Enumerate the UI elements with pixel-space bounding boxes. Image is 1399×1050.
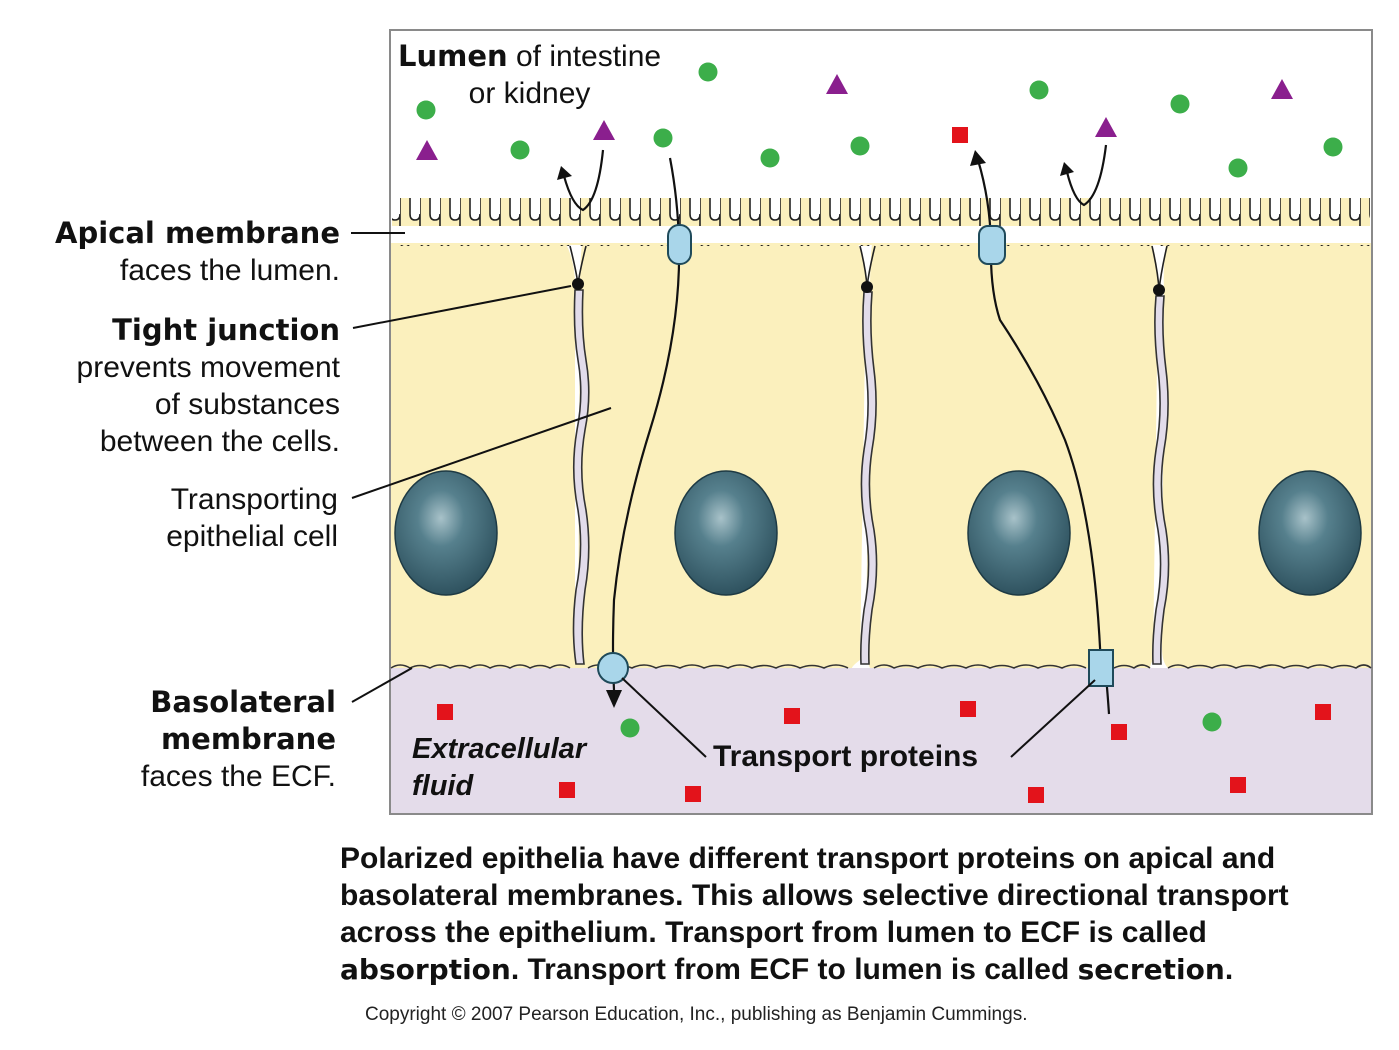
tight-junctions <box>572 278 1165 296</box>
red-molecule <box>1028 787 1044 803</box>
apical-membrane-desc: faces the lumen. <box>119 254 340 287</box>
caption-part2: . Transport from ECF to lumen is called <box>510 953 1078 986</box>
epithelial-cell-3 <box>866 244 1158 668</box>
apical-membrane-title: Apical membrane <box>55 216 340 250</box>
apical-membrane-label: Apical membrane faces the lumen. <box>55 215 340 289</box>
green-molecule <box>698 62 718 82</box>
caption-secretion: secretion <box>1077 953 1225 986</box>
caption-part3: . <box>1224 953 1234 986</box>
apical-transport-protein <box>978 225 1006 265</box>
green-molecule <box>1228 158 1248 178</box>
apical-transport-protein <box>667 224 692 265</box>
basolateral-title-2: membrane <box>160 722 336 756</box>
lumen-title-line2: or kidney <box>468 77 591 110</box>
purple-molecule <box>1271 79 1293 99</box>
purple-molecule <box>416 140 438 160</box>
green-molecule <box>850 136 870 156</box>
transporting-cell-line2: epithelial cell <box>166 520 338 553</box>
secretion-arrowhead <box>970 150 986 166</box>
lumen-title: Lumen of intestine or kidney <box>398 38 661 112</box>
nucleus <box>1258 470 1362 596</box>
purple-molecule <box>593 120 615 140</box>
green-molecule <box>510 140 530 160</box>
tight-junction-leader-line <box>352 285 572 329</box>
basolateral-transport-protein <box>597 652 629 684</box>
ecf-molecules <box>437 701 1331 803</box>
epithelial-cell-2 <box>576 244 866 668</box>
tight-junction-desc-2: of substances <box>154 388 340 421</box>
ecf-label-line2: fluid <box>412 770 474 802</box>
purple-molecule <box>826 74 848 94</box>
lumen-molecules <box>416 62 1343 178</box>
tight-junction-desc-3: between the cells. <box>99 425 340 458</box>
green-molecule <box>1170 94 1190 114</box>
tight-junction-desc-1: prevents movement <box>76 351 340 384</box>
red-molecule <box>559 782 575 798</box>
epithelial-cells <box>391 244 1371 668</box>
epithelial-cell-4 <box>1162 244 1371 668</box>
red-molecule <box>437 704 453 720</box>
transporting-cell-label: Transporting epithelial cell <box>166 481 338 555</box>
basolateral-membrane-line <box>390 664 1372 669</box>
lateral-membranes <box>572 289 1170 665</box>
basolateral-membrane-label: Basolateral membrane faces the ECF. <box>141 684 336 795</box>
nucleus <box>674 470 778 596</box>
leader-lines <box>351 232 1096 758</box>
red-molecule <box>1230 777 1246 793</box>
tight-junction-dot <box>861 281 873 293</box>
copyright-notice: Copyright © 2007 Pearson Education, Inc.… <box>365 1004 1028 1025</box>
purple-molecule <box>1095 117 1117 137</box>
lumen-title-bold: Lumen <box>398 39 508 73</box>
green-molecule <box>416 100 436 120</box>
epithelial-cell-1 <box>391 244 583 668</box>
transport-proteins <box>597 224 1114 687</box>
nuclei <box>394 470 1362 596</box>
transport-protein-leader-line <box>621 677 707 758</box>
red-molecule <box>960 701 976 717</box>
nucleus <box>394 470 498 596</box>
red-molecule <box>685 786 701 802</box>
basolateral-transport-protein <box>1088 649 1114 687</box>
leak-path-left <box>562 149 605 212</box>
tight-junction-title: Tight junction <box>112 313 340 347</box>
green-molecule <box>653 128 673 148</box>
basolateral-leader-line <box>351 667 413 703</box>
red-molecule <box>1111 724 1127 740</box>
tight-junction-dot <box>1153 284 1165 296</box>
extracellular-fluid-label: Extracellular fluid <box>412 731 586 805</box>
basolateral-desc: faces the ECF. <box>140 760 336 793</box>
red-molecule <box>784 708 800 724</box>
basolateral-title-1: Basolateral <box>150 685 336 719</box>
caption-part1: Polarized epithelia have different trans… <box>340 842 1289 949</box>
leak-arrowhead-left <box>557 166 572 180</box>
green-molecule <box>620 718 640 738</box>
ecf-label-line1: Extracellular <box>412 733 587 765</box>
transporting-cell-line1: Transporting <box>170 483 338 516</box>
microvilli-border <box>392 198 1370 246</box>
tight-junction-dot <box>572 278 584 290</box>
green-molecule <box>760 148 780 168</box>
green-molecule <box>1323 137 1343 157</box>
extracellular-fluid-region <box>391 668 1371 813</box>
caption-absorption: absorption <box>340 953 511 986</box>
nucleus <box>967 470 1071 596</box>
lumen-title-rest: of intestine <box>507 40 662 73</box>
transport-proteins-label: Transport proteins <box>713 740 979 773</box>
green-molecule <box>1202 712 1222 732</box>
red-molecule <box>1315 704 1331 720</box>
absorption-arrowhead <box>606 690 622 708</box>
red-molecule <box>952 127 968 143</box>
transport-protein-leader-line <box>1010 679 1096 758</box>
figure-caption: Polarized epithelia have different trans… <box>340 840 1390 988</box>
leak-path-right <box>1065 144 1108 207</box>
green-molecule <box>1029 80 1049 100</box>
tight-junction-label: Tight junction prevents movement of subs… <box>77 312 340 460</box>
leak-arrowhead-right <box>1060 162 1074 176</box>
epithelial-cell-leader-line <box>351 407 612 499</box>
